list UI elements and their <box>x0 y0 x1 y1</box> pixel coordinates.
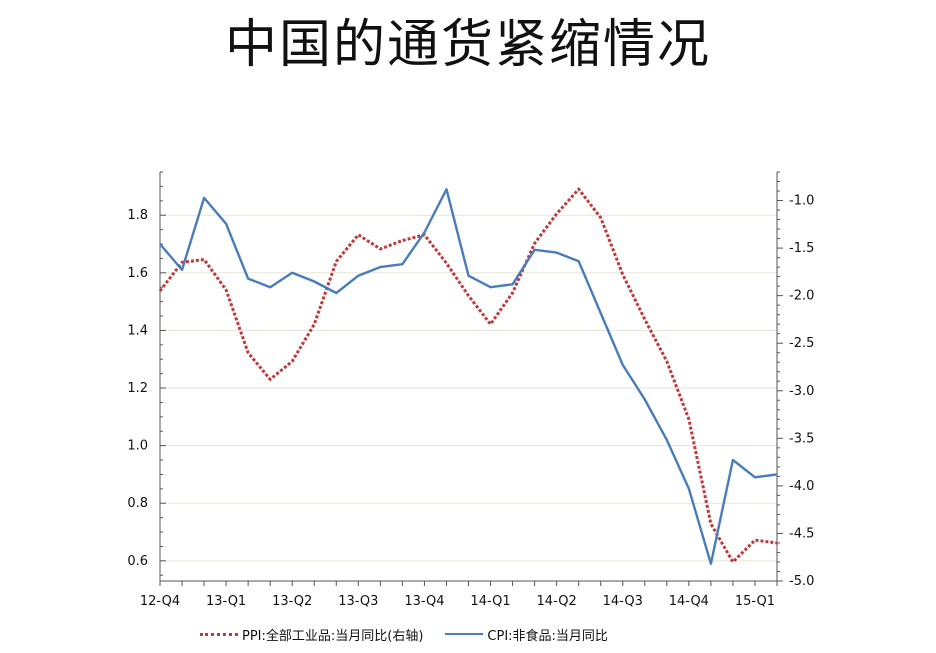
legend-swatch-ppi <box>200 632 238 636</box>
legend-swatch-cpi <box>445 633 484 635</box>
x-tick-label: 13-Q1 <box>206 594 246 609</box>
x-tick-label: 14-Q2 <box>537 594 577 609</box>
series-line-ppi <box>158 187 778 564</box>
x-tick-label: 14-Q3 <box>603 594 643 609</box>
x-tick-label: 13-Q4 <box>404 594 444 609</box>
left-tick-label: 0.6 <box>127 554 148 569</box>
right-tick-label: -4.5 <box>789 526 814 541</box>
left-tick-label: 1.2 <box>127 381 148 396</box>
chart-title: 中国的通货紧缩情况 <box>224 15 711 75</box>
left-tick-label: 1.6 <box>127 266 148 281</box>
right-tick-label: -4.0 <box>789 479 814 494</box>
legend: PPI:全部工业品:当月同比(右轴) CPI:非食品:当月同比 <box>200 623 630 645</box>
legend-item-ppi: PPI:全部工业品:当月同比(右轴) <box>200 625 423 644</box>
right-tick-label: -3.5 <box>789 431 814 446</box>
x-tick-label: 15-Q1 <box>735 594 775 609</box>
x-tick-label: 13-Q3 <box>338 594 378 609</box>
right-tick-label: -1.0 <box>789 194 814 209</box>
left-tick-label: 1.8 <box>127 208 148 223</box>
x-tick-label: 13-Q2 <box>272 594 312 609</box>
right-tick-label: -3.0 <box>789 384 814 399</box>
left-tick-label: 0.8 <box>127 496 148 511</box>
left-tick-label: 1.4 <box>127 323 148 338</box>
right-tick-label: -2.0 <box>789 289 814 304</box>
legend-label-cpi: CPI:非食品:当月同比 <box>487 628 608 644</box>
series-line-cpi <box>159 188 778 565</box>
right-tick-label: -5.0 <box>789 574 814 589</box>
right-tick-label: -1.5 <box>789 241 814 256</box>
legend-label-ppi: PPI:全部工业品:当月同比(右轴) <box>242 628 424 644</box>
legend-item-cpi: CPI:非食品:当月同比 <box>445 625 608 644</box>
x-tick-label: 14-Q4 <box>669 594 709 609</box>
left-tick-label: 1.0 <box>127 439 148 454</box>
x-tick-label: 14-Q1 <box>470 594 510 609</box>
x-tick-label: 12-Q4 <box>140 594 180 609</box>
right-tick-label: -2.5 <box>789 336 814 351</box>
